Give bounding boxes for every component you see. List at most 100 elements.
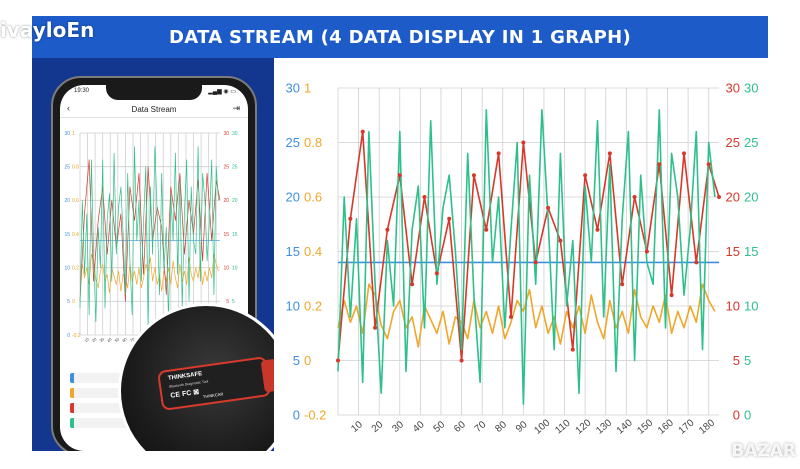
red-series-point — [570, 347, 575, 352]
y-tick-label-right-green: 5 — [232, 299, 235, 305]
y-tick-label-left-blue: 15 — [64, 232, 70, 238]
y-tick-label-right-red: 0 — [733, 408, 740, 423]
y-tick-label-right-red: 25 — [223, 164, 229, 170]
y-tick-label-left-blue: 20 — [64, 198, 70, 204]
phone-mockup: 19:30 ▂▄▆ ◉ ▭ ‹ Data Stream ⇥ 0 5 10 15 20 25… — [51, 76, 257, 451]
y-tick-label-right-red: 10 — [726, 299, 740, 314]
x-tick-label: 60 — [452, 419, 468, 435]
y-tick-label-left-orange: 1 — [304, 81, 311, 96]
x-tick-label: 170 — [677, 417, 697, 436]
x-tick-label: 100 — [532, 417, 552, 436]
x-tick-label: 160 — [656, 417, 676, 436]
red-series-point — [373, 325, 378, 330]
device-inset-photo: THINKSAFE Bluetooth Diagnostic Tool CE F… — [118, 303, 274, 451]
y-tick-label-right-green: 30 — [232, 131, 238, 137]
red-series-point — [496, 151, 501, 156]
y-tick-label-left-orange: 0.2 — [72, 265, 79, 271]
y-tick-label-left-orange: 0 — [304, 353, 311, 368]
x-tick-label: 120 — [574, 417, 594, 436]
red-series-point — [410, 282, 415, 287]
x-tick-label: 70 — [129, 336, 136, 343]
obd-device: THINKSAFE Bluetooth Diagnostic Tool CE F… — [156, 343, 274, 419]
y-tick-label-left-blue: 10 — [64, 265, 70, 271]
red-series-point — [694, 260, 699, 265]
y-tick-label-right-green: 30 — [744, 81, 758, 96]
y-tick-label-left-blue: 5 — [293, 353, 300, 368]
red-series-point — [447, 216, 452, 221]
red-series-point — [521, 140, 526, 145]
y-tick-label-right-red: 10 — [223, 265, 229, 271]
x-tick-label: 40 — [106, 336, 113, 343]
y-tick-label-right-green: 20 — [232, 198, 238, 204]
phone-notch — [106, 85, 202, 100]
x-tick-label: 90 — [514, 419, 530, 435]
y-tick-label-right-red: 30 — [223, 131, 229, 137]
red-series-point — [336, 358, 340, 363]
red-series-point — [681, 151, 686, 156]
series-line-right-green — [337, 108, 716, 405]
x-tick-label: 20 — [91, 336, 98, 343]
y-tick-label-right-red: 15 — [223, 232, 229, 238]
export-icon[interactable]: ⇥ — [232, 103, 240, 113]
status-time: 19:30 — [74, 88, 90, 94]
x-tick-label: 10 — [349, 419, 365, 435]
red-series-point — [595, 227, 600, 232]
device-brand: THINKCAR — [202, 391, 224, 400]
x-tick-label: 50 — [114, 336, 121, 343]
y-tick-label-left-orange: 0.8 — [304, 135, 322, 150]
y-tick-label-right-green: 5 — [744, 353, 751, 368]
red-series-point — [533, 260, 538, 265]
data-stream-chart: 051015202530-0.200.20.40.60.810510152025… — [286, 81, 759, 437]
x-tick-label: 130 — [594, 417, 614, 436]
red-series-point — [558, 238, 563, 243]
red-series-point — [583, 173, 588, 178]
red-series-point — [434, 271, 439, 276]
chart-panel: 0 5 10 15 20 25 30 -0.2 0 0.2 0.4 0.6 0.8 1 0 5 10 15 20 25… — [274, 58, 768, 451]
red-series-point — [397, 173, 402, 178]
y-tick-label-right-red: 20 — [223, 198, 229, 204]
y-tick-label-left-blue: 30 — [286, 81, 300, 96]
y-tick-label-left-orange: -0.2 — [72, 333, 81, 339]
x-tick-label: 30 — [390, 419, 406, 435]
x-tick-label: 30 — [98, 336, 105, 343]
y-tick-label-right-red: 20 — [726, 190, 740, 205]
x-tick-label: 80 — [493, 419, 509, 435]
red-series-point — [644, 249, 649, 254]
series-line-right-green — [79, 146, 219, 329]
watermark-bottom: BAZAR — [731, 441, 796, 461]
y-tick-label-right-red: 25 — [726, 135, 740, 150]
y-tick-label-left-orange: 1 — [72, 131, 75, 137]
red-series-point — [706, 162, 711, 167]
y-tick-label-left-orange: 0.4 — [304, 244, 322, 259]
y-tick-label-left-orange: 0.4 — [72, 232, 79, 238]
y-tick-label-right-green: 15 — [744, 244, 758, 259]
y-tick-label-left-blue: 25 — [286, 135, 300, 150]
x-tick-label: 10 — [83, 336, 90, 343]
red-series-point — [632, 195, 637, 199]
y-tick-label-left-orange: 0.6 — [304, 190, 322, 205]
watermark-top: ivayloEn — [0, 18, 95, 42]
y-tick-label-left-blue: 10 — [286, 299, 300, 314]
y-tick-label-right-green: 15 — [232, 232, 238, 238]
y-tick-label-right-green: 20 — [744, 190, 758, 205]
x-tick-label: 70 — [473, 419, 489, 435]
title-bar: DATA STREAM (4 DATA DISPLAY IN 1 GRAPH) — [32, 16, 768, 58]
x-tick-label: 110 — [553, 417, 573, 436]
x-tick-label: 140 — [615, 417, 635, 436]
y-tick-label-left-orange: 0.2 — [304, 299, 322, 314]
x-tick-label: 150 — [635, 417, 655, 436]
device-cert-marks: CE FC ⊠ — [170, 388, 200, 400]
x-tick-label: 60 — [121, 336, 128, 343]
red-series-point — [546, 205, 551, 210]
y-tick-label-left-blue: 0 — [67, 333, 70, 339]
page-title: DATA STREAM (4 DATA DISPLAY IN 1 GRAPH) — [169, 26, 631, 48]
y-tick-label-left-blue: 20 — [286, 190, 300, 205]
chevron-left-icon[interactable]: ‹ — [67, 103, 70, 113]
device-body: THINKSAFE Bluetooth Diagnostic Tool CE F… — [156, 356, 272, 411]
y-tick-label-right-red: 30 — [726, 81, 740, 96]
x-tick-label: 50 — [432, 419, 448, 435]
red-series-point — [459, 358, 464, 363]
x-tick-label: 180 — [697, 417, 717, 436]
x-tick-label: 20 — [370, 419, 386, 435]
x-tick-label: 40 — [411, 419, 427, 435]
